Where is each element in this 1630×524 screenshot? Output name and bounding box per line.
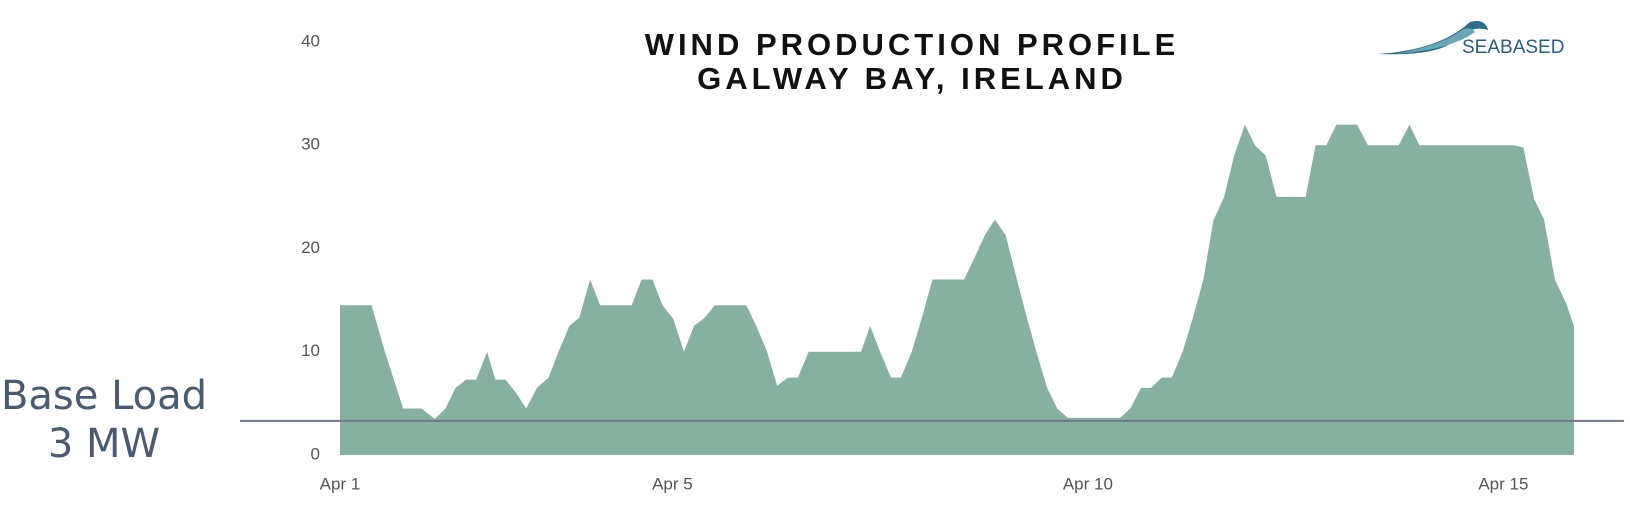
- logo-text: SEABASED: [1462, 37, 1564, 58]
- baseline-label: 3 MW: [48, 421, 160, 467]
- logo-wave: [1395, 28, 1475, 54]
- area: [340, 124, 1574, 455]
- baseline-label: Base Load: [1, 373, 207, 419]
- x-tick-label: Apr 15: [1478, 474, 1528, 493]
- x-tick-label: Apr 1: [320, 474, 361, 493]
- y-tick-label: 40: [301, 31, 320, 50]
- chart-title: WIND PRODUCTION PROFILE: [645, 27, 1180, 62]
- y-tick-label: 0: [311, 444, 320, 463]
- logo: SEABASED: [1378, 21, 1564, 58]
- y-tick-label: 10: [301, 341, 320, 360]
- y-tick-label: 30: [301, 135, 320, 154]
- chart-subtitle: GALWAY BAY, IRELAND: [697, 61, 1127, 96]
- y-tick-label: 20: [301, 238, 320, 257]
- x-tick-label: Apr 5: [652, 474, 693, 493]
- x-tick-label: Apr 10: [1063, 474, 1113, 493]
